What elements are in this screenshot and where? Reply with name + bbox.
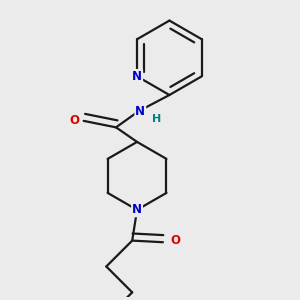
Text: H: H xyxy=(152,114,161,124)
Text: O: O xyxy=(69,114,79,128)
Text: N: N xyxy=(132,203,142,216)
Text: N: N xyxy=(132,70,142,83)
Text: N: N xyxy=(135,105,145,118)
Text: O: O xyxy=(170,234,180,247)
